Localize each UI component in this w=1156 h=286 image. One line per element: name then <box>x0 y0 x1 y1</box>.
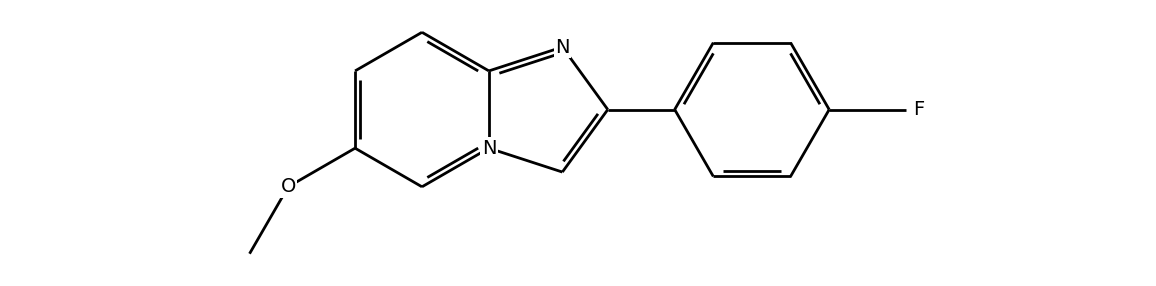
Text: N: N <box>482 139 496 158</box>
Text: N: N <box>555 37 570 57</box>
Text: O: O <box>281 177 296 196</box>
Text: F: F <box>912 100 924 119</box>
